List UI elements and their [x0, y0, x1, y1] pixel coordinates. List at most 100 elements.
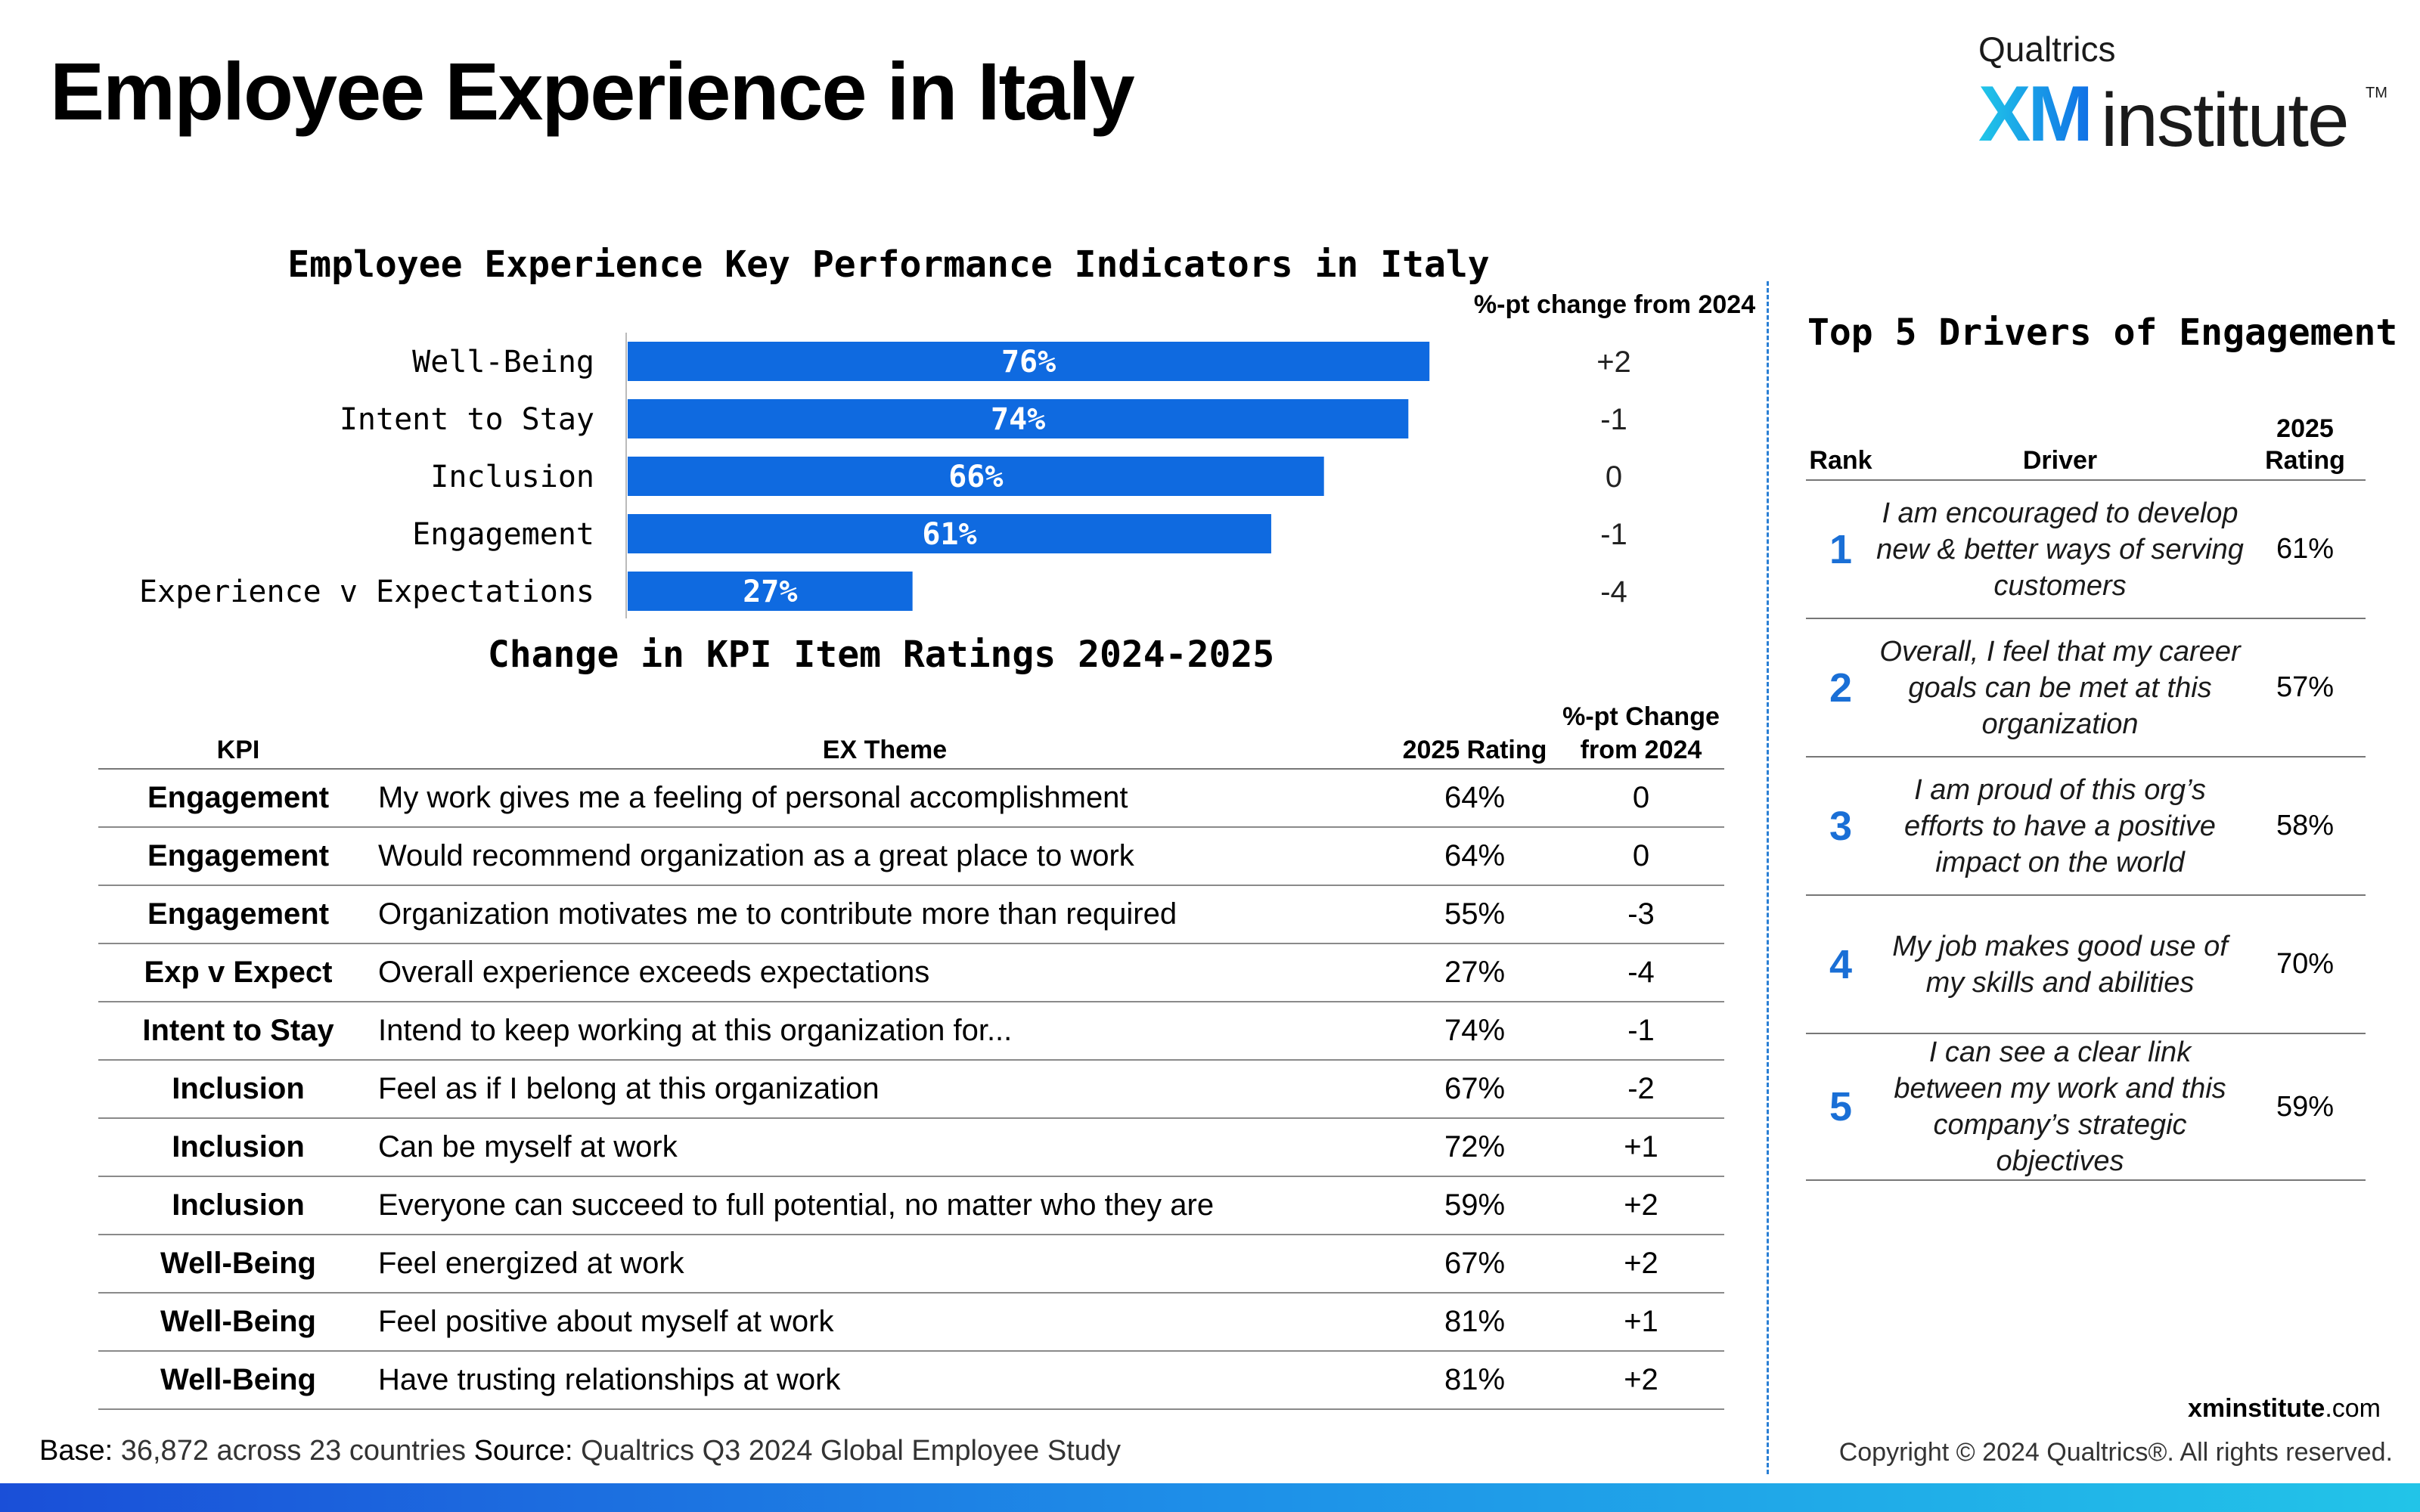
kpi-chart-title: Employee Experience Key Performance Indi… — [287, 243, 1490, 286]
kpi-items-table: KPI EX Theme 2025 Rating %-pt Change fro… — [98, 700, 1724, 1410]
copyright: Copyright © 2024 Qualtrics®. All rights … — [1838, 1438, 2393, 1467]
change-column-header: %-pt Change from 2024 — [1558, 700, 1724, 770]
data-label: 66% — [948, 460, 1003, 494]
driver-rank: 4 — [1806, 895, 1876, 1034]
kpi-cell: Well-Being — [98, 1235, 378, 1294]
change-label: -1 — [1600, 518, 1627, 551]
driver-text: Overall, I feel that my career goals can… — [1876, 618, 2245, 758]
logo-xm-text: XM — [1978, 70, 2093, 158]
table-row: Engagement My work gives me a feeling of … — [98, 769, 1724, 828]
kpi-cell: Inclusion — [98, 1060, 378, 1119]
bottom-gradient-bar — [0, 1483, 2420, 1512]
kpi-cell: Inclusion — [98, 1176, 378, 1235]
kpi-bar — [628, 457, 1324, 496]
rating-cell: 81% — [1392, 1351, 1558, 1410]
kpi-cell: Engagement — [98, 827, 378, 886]
change-cell: +2 — [1558, 1235, 1724, 1294]
theme-cell: Have trusting relationships at work — [378, 1351, 1392, 1410]
section-divider — [1767, 281, 1769, 1474]
theme-cell: Feel energized at work — [378, 1235, 1392, 1294]
theme-cell: Everyone can succeed to full potential, … — [378, 1176, 1392, 1235]
pct-change-header: %-pt change from 2024 — [1473, 290, 1756, 319]
kpi-items-table-title: Change in KPI Item Ratings 2024-2025 — [487, 634, 1275, 676]
change-cell: 0 — [1558, 769, 1724, 828]
change-label: -4 — [1600, 575, 1627, 609]
table-row: Intent to Stay Intend to keep working at … — [98, 1002, 1724, 1061]
table-row: Engagement Organization motivates me to c… — [98, 885, 1724, 944]
rating-cell: 72% — [1392, 1118, 1558, 1177]
driver-rating-column-header: 2025 Rating — [2245, 407, 2366, 481]
kpi-cell: Intent to Stay — [98, 1002, 378, 1061]
theme-cell: Organization motivates me to contribute … — [378, 885, 1392, 944]
change-cell: +1 — [1558, 1293, 1724, 1352]
change-label: 0 — [1606, 460, 1622, 494]
driver-column-header: Driver — [1876, 407, 2245, 481]
kpi-bar — [628, 342, 1430, 381]
category-label: Experience v Expectations — [139, 575, 594, 609]
kpi-bar — [628, 514, 1271, 553]
rating-cell: 67% — [1392, 1060, 1558, 1119]
category-label: Intent to Stay — [340, 402, 594, 437]
theme-cell: Feel as if I belong at this organization — [378, 1060, 1392, 1119]
rating-cell: 27% — [1392, 943, 1558, 1002]
driver-rating: 61% — [2245, 480, 2366, 619]
table-row: Inclusion Can be myself at work 72% +1 — [98, 1118, 1724, 1177]
driver-rating: 70% — [2245, 895, 2366, 1034]
qualtrics-xm-institute-logo: Qualtrics XM institute TM — [1978, 29, 2387, 163]
kpi-column-header: KPI — [98, 700, 378, 770]
theme-cell: Intend to keep working at this organizat… — [378, 1002, 1392, 1061]
logo-tm-mark: TM — [2366, 85, 2387, 101]
rating-cell: 67% — [1392, 1235, 1558, 1294]
category-label: Inclusion — [430, 460, 594, 494]
data-label: 61% — [922, 517, 976, 552]
data-label: 74% — [991, 402, 1045, 437]
ex-theme-column-header: EX Theme — [378, 700, 1392, 770]
rating-cell: 64% — [1392, 769, 1558, 828]
change-cell: -3 — [1558, 885, 1724, 944]
change-cell: +2 — [1558, 1176, 1724, 1235]
theme-cell: Feel positive about myself at work — [378, 1293, 1392, 1352]
site-url[interactable]: xminstitute.com — [2188, 1394, 2381, 1424]
change-cell: +2 — [1558, 1351, 1724, 1410]
category-label: Engagement — [412, 517, 594, 552]
kpi-cell: Engagement — [98, 885, 378, 944]
table-row: Exp v Expect Overall experience exceeds e… — [98, 943, 1724, 1002]
base-label: Base: — [39, 1435, 113, 1467]
change-cell: 0 — [1558, 827, 1724, 886]
kpi-bar-chart: Well-Being 76% +2 Intent to Stay 74% -1 Inclus… — [139, 333, 1631, 618]
theme-cell: My work gives me a feeling of personal a… — [378, 769, 1392, 828]
kpi-cell: Exp v Expect — [98, 943, 378, 1002]
base-value: 36,872 across 23 countries — [113, 1435, 474, 1467]
table-row: Inclusion Everyone can succeed to full po… — [98, 1176, 1724, 1235]
driver-row: 4 My job makes good use of my skills and … — [1806, 895, 2366, 1034]
rating-cell: 55% — [1392, 885, 1558, 944]
driver-rank: 5 — [1806, 1033, 1876, 1181]
driver-rating: 59% — [2245, 1033, 2366, 1181]
kpi-bar — [628, 399, 1409, 438]
rating-cell: 59% — [1392, 1176, 1558, 1235]
category-label: Well-Being — [412, 345, 594, 380]
data-label: 76% — [1001, 345, 1056, 380]
driver-rank: 2 — [1806, 618, 1876, 758]
rank-column-header: Rank — [1806, 407, 1876, 481]
source-label: Source: — [473, 1435, 573, 1467]
rating-column-header: 2025 Rating — [1392, 700, 1558, 770]
theme-cell: Overall experience exceeds expectations — [378, 943, 1392, 1002]
kpi-cell: Well-Being — [98, 1351, 378, 1410]
kpi-items-header-row: KPI EX Theme 2025 Rating %-pt Change fro… — [98, 700, 1724, 770]
change-cell: -1 — [1558, 1002, 1724, 1061]
kpi-cell: Well-Being — [98, 1293, 378, 1352]
driver-text: My job makes good use of my skills and a… — [1876, 895, 2245, 1034]
kpi-bar — [628, 572, 913, 611]
logo-institute-text: institute — [2101, 78, 2350, 163]
change-cell: -4 — [1558, 943, 1724, 1002]
source-value: Qualtrics Q3 2024 Global Employee Study — [572, 1435, 1122, 1467]
change-cell: -2 — [1558, 1060, 1724, 1119]
driver-text: I can see a clear link between my work a… — [1876, 1033, 2245, 1181]
site-url-rest: .com — [2325, 1394, 2381, 1423]
change-label: +2 — [1596, 345, 1631, 379]
